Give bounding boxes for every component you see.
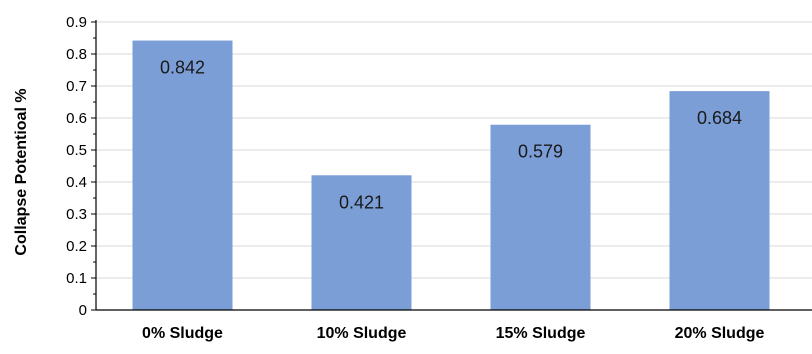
x-tick-label: 20% Sludge — [675, 325, 765, 342]
y-tick-label: 0.4 — [66, 174, 87, 191]
data-label: 0.579 — [518, 142, 563, 162]
x-tick-label: 0% Sludge — [142, 325, 223, 342]
bar — [311, 175, 412, 310]
axes — [91, 20, 812, 311]
y-tick-label: 0.6 — [66, 110, 87, 127]
y-tick-label: 0.3 — [66, 206, 87, 223]
labels: 0 0.1 0.2 0.3 0.4 0.5 0.6 0.7 0.8 0.9 0.842 0% Slud… — [66, 14, 764, 342]
bars — [132, 40, 770, 311]
bar — [669, 91, 770, 311]
y-tick-label: 0 — [79, 302, 87, 319]
data-label: 0.842 — [160, 58, 205, 78]
y-tick-label: 0.1 — [66, 270, 87, 287]
x-tick-label: 15% Sludge — [496, 325, 586, 342]
y-tick-label: 0.7 — [66, 78, 87, 95]
bar — [490, 124, 591, 310]
y-axis-title: Collapse Potentioal % — [13, 88, 30, 255]
y-tick-label: 0.5 — [66, 142, 87, 159]
bar — [132, 40, 233, 311]
y-tick-label: 0.8 — [66, 46, 87, 63]
data-label: 0.684 — [697, 108, 742, 128]
y-tick-label: 0.2 — [66, 238, 87, 255]
data-label: 0.421 — [339, 192, 384, 212]
y-tick-label: 0.9 — [66, 14, 87, 31]
x-tick-label: 10% Sludge — [317, 325, 407, 342]
